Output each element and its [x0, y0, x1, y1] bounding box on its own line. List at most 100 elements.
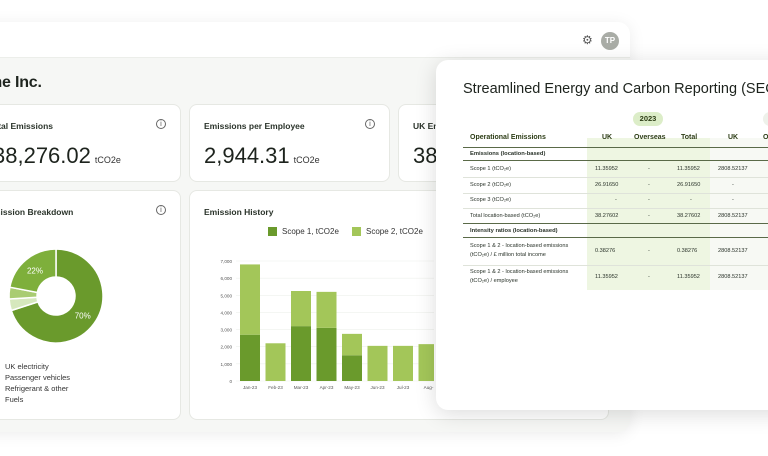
legend-swatch	[352, 227, 361, 236]
donut-slice[interactable]	[8, 248, 57, 294]
bar-scope2[interactable]	[342, 333, 362, 356]
kpi-title: otal Emissions	[0, 121, 53, 131]
cell-overseas: -	[648, 274, 650, 280]
legend-label: Scope 2, tCO2e	[366, 227, 423, 236]
donut-slice[interactable]	[10, 248, 104, 344]
x-tick-label: Aug-	[424, 385, 434, 390]
bar-scope2[interactable]	[265, 343, 286, 381]
legend-label: Scope 1, tCO2e	[282, 227, 339, 236]
header-o-2: O	[763, 134, 768, 141]
cell-uk: -	[615, 197, 617, 203]
y-tick-label: 5,000	[221, 293, 233, 298]
y-tick-label: 7,000	[221, 259, 233, 264]
year-badge-2	[763, 112, 768, 126]
bar-scope2[interactable]	[418, 344, 435, 381]
bar-scope1[interactable]	[240, 334, 260, 381]
kpi-value: 38	[413, 143, 438, 168]
cell-uk-2: 2808.52137	[718, 274, 748, 280]
legend-label: UK electricity	[5, 362, 49, 371]
legend-label: Fuels	[5, 395, 24, 404]
cell-uk: 26.91650	[595, 181, 619, 188]
row-label: Scope 1 & 2 - location-based emissions	[470, 269, 569, 275]
cell-total: 0.38276	[677, 248, 698, 254]
donut-chart: 70% 22%	[8, 248, 104, 344]
row-label: Scope 1 (tCO₂e)	[470, 166, 512, 172]
cell-total: 38.27602	[677, 212, 701, 219]
row-divider	[463, 177, 768, 178]
header-overseas: Overseas	[634, 134, 666, 141]
donut-data-label: 22%	[27, 267, 43, 276]
header-total: Total	[681, 134, 698, 141]
company-name: me Inc.	[0, 74, 42, 91]
kpi-title: UK Em	[413, 121, 441, 131]
donut-data-label: 70%	[75, 311, 91, 320]
cell-total: -	[690, 197, 692, 203]
cell-uk-2: 2808.52137	[718, 212, 748, 219]
cell-uk: 38.27602	[595, 212, 619, 219]
cell-overseas: -	[648, 212, 650, 219]
info-icon[interactable]: i	[156, 119, 166, 129]
breakdown-title: mission Breakdown	[0, 207, 74, 217]
cell-total: 11.35952	[677, 166, 700, 172]
history-bar-chart: 0 1,000 2,000 3,000 4,000 5,000 6,000 7,000 Jan-…	[221, 259, 435, 390]
info-icon[interactable]: i	[365, 119, 375, 129]
cell-uk-2: 2808.52137	[718, 248, 748, 254]
legend-item-scope1: Scope 1, tCO2e	[268, 227, 339, 236]
x-tick-label: Apr-23	[320, 385, 334, 390]
bar-scope1[interactable]	[291, 326, 311, 381]
bar-scope2[interactable]	[393, 345, 413, 381]
x-tick-label: Feb-23	[268, 385, 283, 390]
divider	[463, 160, 768, 161]
x-tick-label: Jun-23	[370, 385, 384, 390]
section-title: Intensity ratios (location-based)	[470, 228, 558, 234]
row-divider	[463, 208, 768, 209]
row-divider	[463, 192, 768, 194]
panel-title: Streamlined Energy and Carbon Reporting …	[463, 81, 768, 97]
avatar[interactable]: TP	[601, 32, 619, 50]
bar-scope1[interactable]	[316, 327, 337, 381]
header-uk: UK	[602, 134, 613, 141]
cell-overseas: -	[648, 166, 650, 172]
gear-icon[interactable]: ⚙	[582, 33, 593, 47]
row-label: Scope 1 & 2 - location-based emissions	[470, 243, 569, 249]
row-label: Total location-based (tCO₂e)	[470, 212, 541, 219]
y-tick-label: 6,000	[221, 276, 233, 281]
kpi-title: Emissions per Employee	[204, 121, 305, 131]
cell-uk-2: -	[732, 197, 734, 203]
cell-total: 11.35952	[677, 274, 700, 280]
x-tick-label: Jul-23	[397, 385, 410, 390]
cell-uk: 11.35952	[595, 166, 618, 172]
y-tick-label: 3,000	[221, 328, 233, 333]
bar-scope2[interactable]	[240, 264, 260, 335]
legend-item: Passenger vehicles	[0, 372, 113, 383]
legend-item-scope2: Scope 2, tCO2e	[352, 227, 423, 236]
y-tick-label: 4,000	[221, 310, 233, 315]
y-tick-label: 1,000	[221, 362, 233, 367]
bar-scope1[interactable]	[342, 355, 362, 381]
legend-label: Passenger vehicles	[5, 373, 71, 382]
bar-scope2[interactable]	[316, 291, 337, 328]
row-label: (tCO₂e) / £ million total income	[470, 252, 546, 258]
row-label: Scope 2 (tCO₂e)	[470, 181, 512, 188]
legend-item: UK electricity	[0, 361, 113, 372]
cell-total: 26.91650	[677, 181, 701, 188]
y-tick-label: 0	[229, 379, 232, 384]
legend-item: Refrigerant & other	[0, 383, 113, 394]
bar-scope2[interactable]	[367, 345, 388, 381]
header-label: Operational Emissions	[470, 134, 546, 141]
x-tick-label: May-23	[344, 385, 360, 390]
info-icon[interactable]: i	[156, 205, 166, 215]
cell-uk: 0.38276	[595, 248, 616, 254]
cell-overseas: -	[648, 197, 650, 203]
year2-column-shade	[710, 138, 768, 290]
divider	[463, 147, 768, 148]
cell-overseas: -	[648, 248, 650, 254]
year-column-shade	[587, 138, 710, 290]
section-title: Emissions (location-based)	[470, 151, 546, 157]
bar-scope2[interactable]	[291, 291, 311, 327]
header-uk-2: UK	[728, 134, 739, 141]
breakdown-legend: UK electricity Passenger vehicles Refrig…	[0, 361, 113, 405]
legend-label: Refrigerant & other	[5, 384, 69, 393]
divider	[463, 237, 768, 238]
